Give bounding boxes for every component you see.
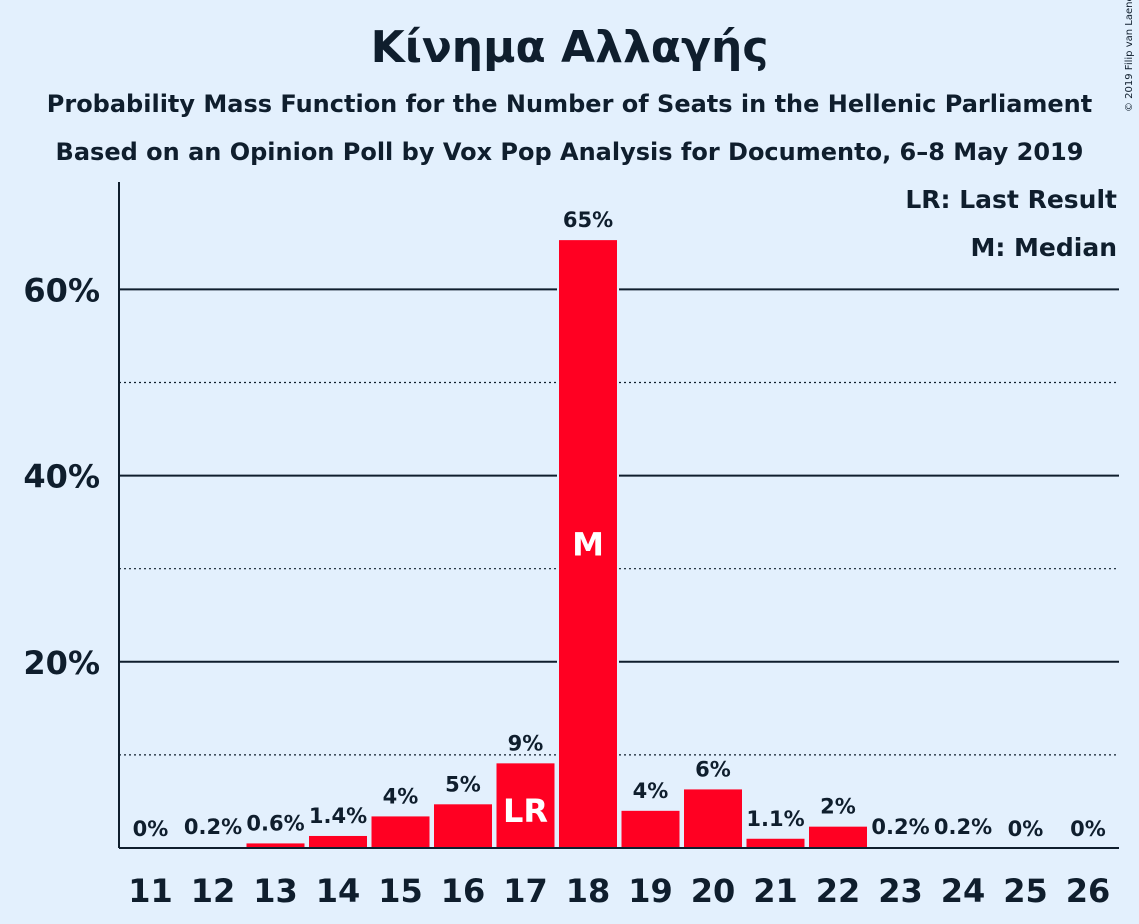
bars bbox=[182, 238, 994, 850]
y-tick-label: 60% bbox=[23, 271, 100, 309]
x-tick-label: 11 bbox=[128, 872, 173, 910]
bar-15 bbox=[369, 814, 432, 849]
x-tick-label: 21 bbox=[753, 872, 798, 910]
x-tick-label: 23 bbox=[878, 872, 923, 910]
bar-value-label: 9% bbox=[508, 731, 544, 755]
chart-title: Κίνημα Αλλαγής bbox=[370, 22, 769, 73]
bar-value-label: 4% bbox=[383, 784, 419, 808]
bar-markers: LR M bbox=[503, 526, 604, 830]
x-tick-label: 20 bbox=[691, 872, 736, 910]
chart-subtitle-1: Probability Mass Function for the Number… bbox=[46, 90, 1093, 118]
last-result-marker: LR bbox=[503, 792, 548, 830]
bar-value-label: 0% bbox=[133, 817, 169, 841]
x-tick-label: 12 bbox=[191, 872, 236, 910]
bar-20 bbox=[682, 787, 744, 850]
x-tick-label: 18 bbox=[566, 872, 611, 910]
bar-14 bbox=[307, 833, 369, 850]
bar-value-label: 0.2% bbox=[934, 815, 992, 839]
x-tick-label: 24 bbox=[941, 872, 986, 910]
bar-16 bbox=[432, 802, 494, 850]
x-tick-label: 16 bbox=[441, 872, 486, 910]
bar-18 bbox=[557, 238, 619, 850]
y-tick-labels: 20% 40% 60% bbox=[23, 271, 100, 681]
bar-value-label: 6% bbox=[695, 757, 731, 781]
bar-value-labels: 0% 0.2% 0.6% 1.4%4%5%9%65%4%6%1.1%2%0.2% 0.2… bbox=[133, 208, 1106, 841]
bar-value-label: 0.2% bbox=[184, 815, 242, 839]
bar-value-label: 0.2% bbox=[871, 815, 929, 839]
x-tick-label: 19 bbox=[628, 872, 673, 910]
legend-entry-median: M: Median bbox=[970, 233, 1117, 262]
x-tick-label: 25 bbox=[1003, 872, 1048, 910]
y-tick-label: 20% bbox=[23, 644, 100, 682]
bar-value-label: 4% bbox=[633, 779, 669, 803]
axes bbox=[118, 182, 1119, 849]
bar-value-label: 0% bbox=[1070, 817, 1106, 841]
bar-value-label: 1.4% bbox=[309, 804, 367, 828]
bar-value-label: 5% bbox=[445, 772, 481, 796]
x-tick-label: 26 bbox=[1066, 872, 1111, 910]
x-tick-labels: 11 12 13 14 15 16 17 18 19 20 21 22 23 24 25 26 bbox=[128, 872, 1110, 910]
bar-value-label: 65% bbox=[563, 208, 613, 232]
x-tick-label: 17 bbox=[503, 872, 548, 910]
x-tick-label: 14 bbox=[316, 872, 361, 910]
bar-22 bbox=[807, 824, 869, 850]
x-tick-label: 15 bbox=[378, 872, 423, 910]
median-marker: M bbox=[572, 526, 604, 564]
legend: LR: Last Result M: Median bbox=[905, 185, 1117, 262]
bar-17 bbox=[494, 761, 557, 850]
legend-entry-last-result: LR: Last Result bbox=[905, 185, 1117, 214]
y-tick-label: 40% bbox=[23, 458, 100, 496]
bar-value-label: 0% bbox=[1008, 817, 1044, 841]
x-tick-label: 13 bbox=[253, 872, 298, 910]
bar-value-label: 0.6% bbox=[246, 811, 304, 835]
bar-value-label: 2% bbox=[820, 795, 856, 819]
bar-value-label: 1.1% bbox=[746, 807, 804, 831]
chart-subtitle-2: Based on an Opinion Poll by Vox Pop Anal… bbox=[55, 138, 1084, 166]
bar-21 bbox=[744, 836, 807, 849]
x-tick-label: 22 bbox=[816, 872, 861, 910]
bar-19 bbox=[619, 808, 682, 849]
